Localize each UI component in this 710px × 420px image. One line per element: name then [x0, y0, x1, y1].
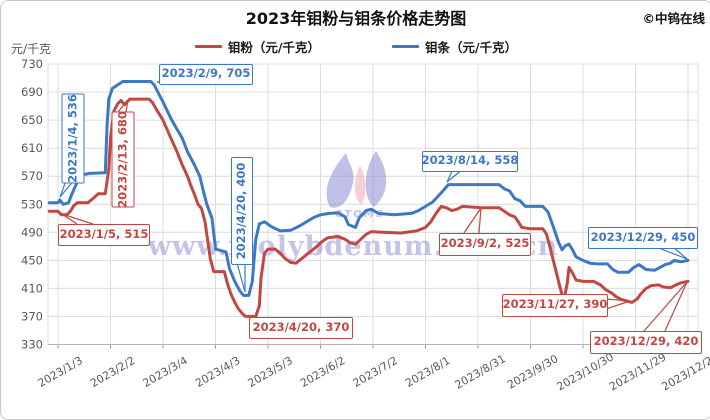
- annotation-callout: 2023/9/2, 525: [439, 232, 531, 256]
- annotation-callout: 2023/8/14, 558: [422, 150, 518, 172]
- copyright-label: ©中钨在线: [642, 11, 705, 26]
- annotation-callout: 2023/2/9, 705: [159, 63, 253, 85]
- svg-text:2023/8/1: 2023/8/1: [403, 354, 452, 390]
- annotation-callout: 2023/1/4, 536: [61, 93, 85, 183]
- legend-item-bar: 钼条（元/千克）: [392, 37, 517, 56]
- svg-text:2023/3/4: 2023/3/4: [141, 354, 190, 390]
- svg-text:370: 370: [21, 309, 43, 323]
- legend-label-bar: 钼条（元/千克）: [425, 40, 518, 55]
- svg-text:690: 690: [21, 85, 43, 99]
- watermark-logo: CTOMS: [326, 151, 387, 220]
- chart-title: 2023年钼粉与钼条价格走势图: [245, 9, 467, 28]
- powder-line-swatch: [194, 44, 222, 49]
- annotation-callout: 2023/12/29, 420: [590, 330, 702, 354]
- svg-text:490: 490: [21, 225, 43, 239]
- annotation-callout: 2023/2/13, 680: [111, 111, 135, 207]
- svg-text:2023/4/3: 2023/4/3: [193, 354, 242, 390]
- svg-text:650: 650: [21, 113, 43, 127]
- annotation-callout: 2023/4/20, 400: [231, 157, 253, 265]
- svg-text:2023/8/31: 2023/8/31: [453, 352, 508, 391]
- legend-item-powder: 钼粉（元/千克）: [194, 37, 320, 56]
- bar-line-swatch: [392, 44, 419, 49]
- legend: 钼粉（元/千克） 钼条（元/千克）: [1, 37, 710, 56]
- svg-text:2023/2/2: 2023/2/2: [88, 354, 137, 390]
- svg-text:2023/1/3: 2023/1/3: [36, 354, 85, 390]
- y-axis-unit-label: 元/千克: [11, 42, 52, 56]
- svg-text:2023/6/2: 2023/6/2: [298, 354, 347, 390]
- svg-text:530: 530: [21, 197, 43, 211]
- annotation-callout: 2023/11/27, 390: [502, 293, 608, 317]
- svg-text:330: 330: [21, 338, 43, 352]
- svg-text:450: 450: [21, 253, 43, 267]
- legend-label-powder: 钼粉（元/千克）: [227, 40, 320, 55]
- svg-text:730: 730: [21, 57, 43, 71]
- svg-text:2023/5/3: 2023/5/3: [246, 354, 295, 390]
- svg-text:570: 570: [21, 169, 43, 183]
- annotation-callout: 2023/12/29, 450: [588, 227, 698, 249]
- annotation-callout: 2023/1/5, 515: [58, 224, 150, 246]
- svg-text:610: 610: [21, 141, 43, 155]
- svg-text:CTOMS: CTOMS: [335, 209, 385, 220]
- svg-text:2023/9/30: 2023/9/30: [505, 352, 560, 391]
- svg-text:2023/10/30: 2023/10/30: [555, 350, 616, 393]
- svg-text:2023/11/29: 2023/11/29: [607, 350, 668, 393]
- svg-text:2023/7/2: 2023/7/2: [351, 354, 400, 390]
- svg-text:410: 410: [21, 281, 43, 295]
- annotation-callout: 2023/4/20, 370: [249, 317, 353, 339]
- svg-text:2023/12/29: 2023/12/29: [660, 350, 710, 393]
